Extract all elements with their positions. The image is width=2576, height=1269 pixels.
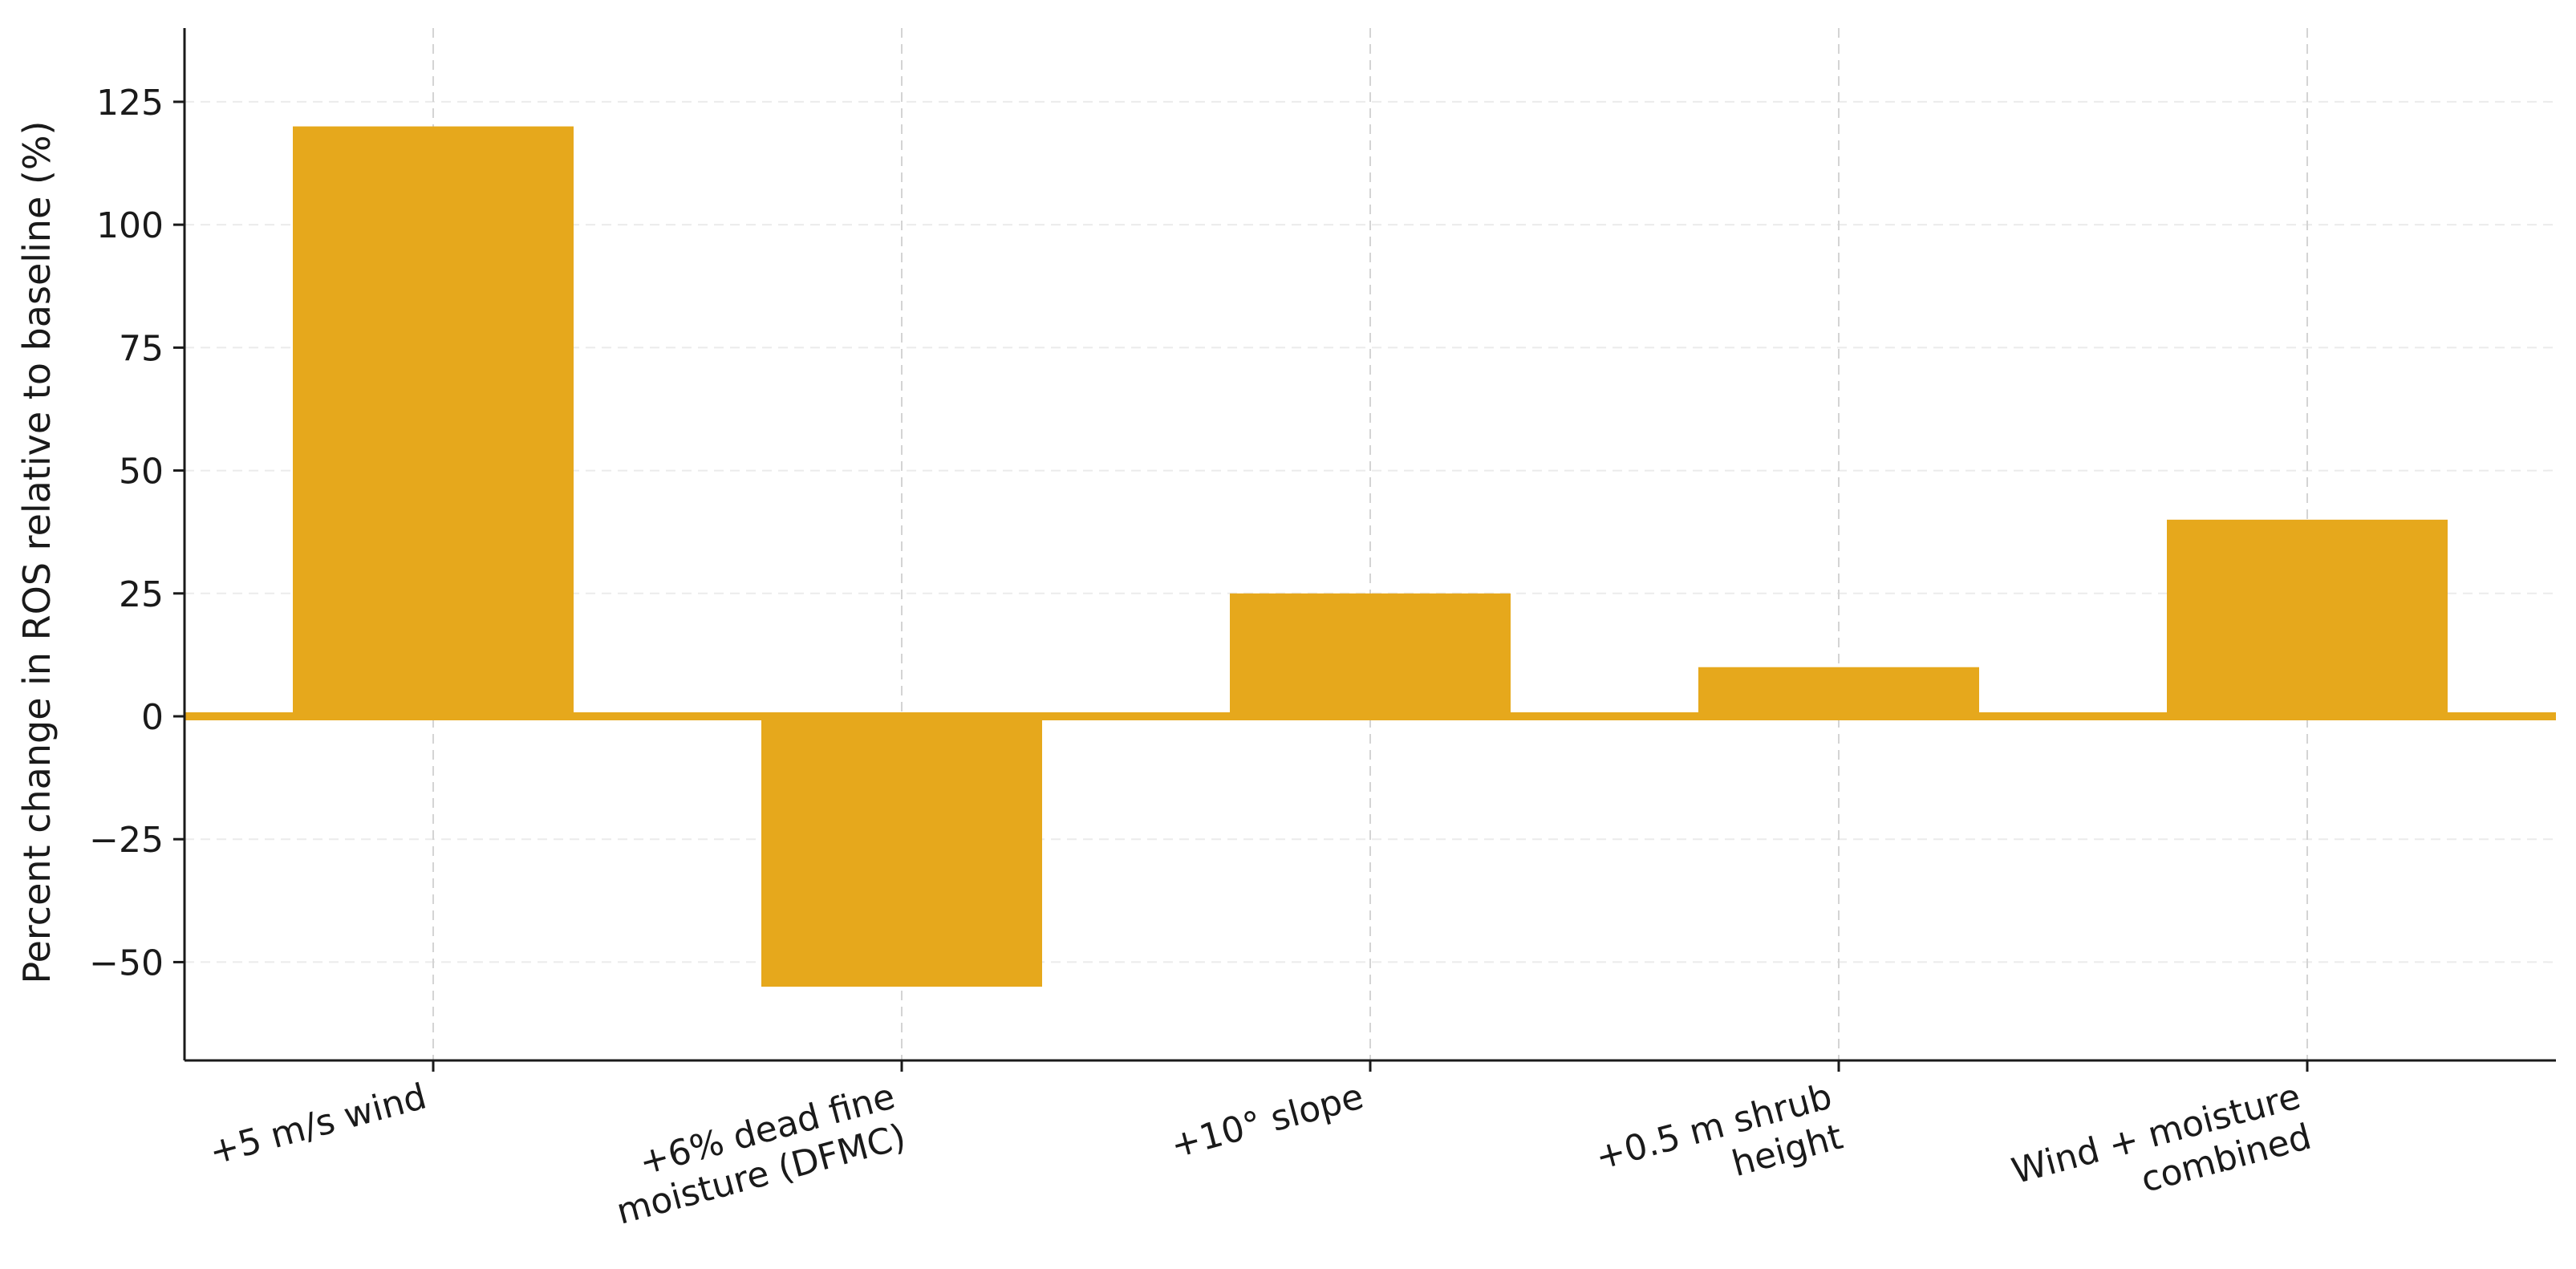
y-tick-label: 50: [119, 452, 164, 493]
bar: [1698, 667, 1979, 716]
x-tick-label-line: +10° slope: [1166, 1076, 1368, 1166]
y-tick-label: 125: [96, 83, 164, 124]
y-tick-label: 75: [119, 328, 164, 369]
x-tick-label: +6% dead finemoisture (DFMC): [602, 1076, 911, 1232]
y-axis-title: Percent change in ROS relative to baseli…: [15, 121, 59, 984]
x-tick-label: Wind + moisturecombined: [2008, 1076, 2316, 1232]
y-tick-label: −25: [89, 820, 164, 861]
x-tick-label: +0.5 m shrubheight: [1592, 1076, 1848, 1218]
bar: [2167, 519, 2448, 716]
bars-layer: [185, 126, 2556, 987]
bar: [761, 716, 1042, 987]
y-tick-label: 0: [141, 697, 164, 738]
y-tick-label: 100: [96, 205, 164, 246]
x-tick-label: +5 m/s wind: [205, 1076, 431, 1173]
x-tick-label: +10° slope: [1166, 1076, 1368, 1166]
x-tick-label-line: +5 m/s wind: [205, 1076, 431, 1173]
y-tick-label: 25: [119, 574, 164, 615]
y-tick-label: −50: [89, 943, 164, 983]
bar: [1230, 593, 1511, 716]
bar: [293, 126, 574, 717]
